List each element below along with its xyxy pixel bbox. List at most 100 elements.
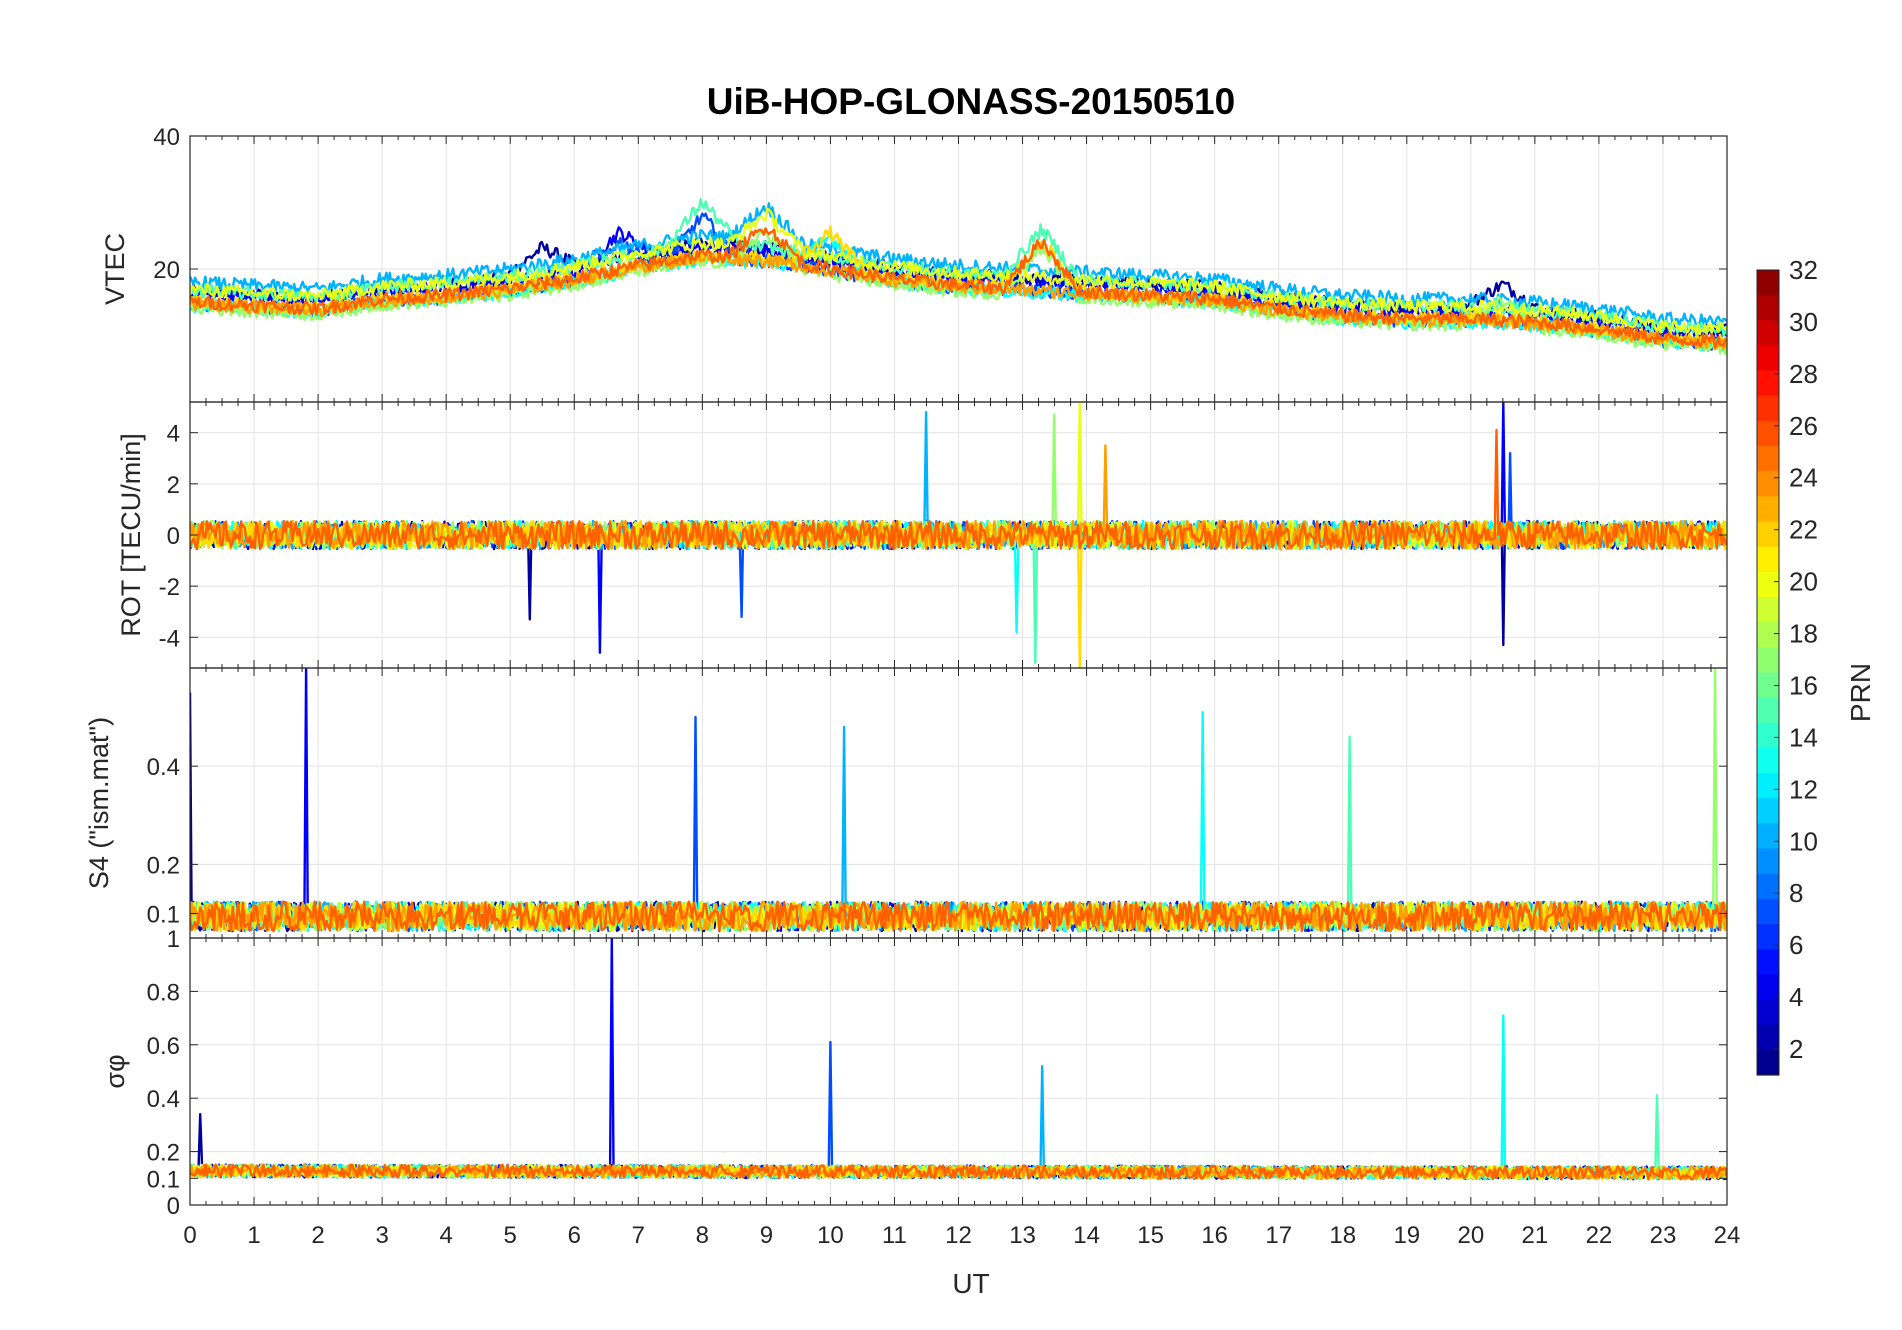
- colorbar-tick-label: 28: [1789, 359, 1818, 389]
- y-tick-label: 40: [153, 124, 180, 151]
- x-tick-label: 4: [439, 1222, 452, 1249]
- x-tick-label: 21: [1522, 1222, 1549, 1249]
- panel-1: 20 40 VTEC: [100, 124, 1728, 403]
- y-tick-label: 0: [167, 523, 180, 550]
- y-tick-label: 0.2: [147, 1140, 180, 1167]
- y-tick-label: 0.8: [147, 979, 180, 1006]
- y-axis-label: VTEC: [100, 233, 130, 305]
- colorbar-segment: [1757, 924, 1779, 950]
- colorbar-segment: [1757, 697, 1779, 724]
- x-axis-label: UT: [952, 1268, 989, 1299]
- x-tick-label: 23: [1650, 1222, 1677, 1249]
- y-tick-label: 4: [167, 421, 180, 448]
- x-tick-label: 13: [1009, 1222, 1036, 1249]
- colorbar-segment: [1757, 571, 1779, 598]
- panel-traces: [190, 402, 1727, 668]
- colorbar-segment: [1757, 647, 1779, 674]
- x-tick-label: 8: [696, 1222, 709, 1249]
- colorbar-segment: [1757, 446, 1779, 472]
- y-axis-label: σφ: [100, 1054, 130, 1088]
- colorbar-segment: [1757, 1049, 1779, 1076]
- y-tick-label: 0: [167, 1193, 180, 1220]
- x-tick-label: 2: [311, 1222, 324, 1249]
- colorbar-tick-label: 16: [1789, 670, 1818, 700]
- colorbar-segment: [1757, 823, 1779, 850]
- colorbar-segment: [1757, 320, 1779, 347]
- colorbar-segment: [1757, 496, 1779, 523]
- y-axis-label: S4 ("ism.mat"): [84, 717, 114, 889]
- colorbar-tick-label: 8: [1789, 878, 1803, 908]
- x-tick-label: 18: [1329, 1222, 1356, 1249]
- y-tick-label: -2: [159, 574, 180, 601]
- x-tick-label: 19: [1393, 1222, 1420, 1249]
- colorbar-segment: [1757, 974, 1779, 1001]
- colorbar-segment: [1757, 546, 1779, 573]
- x-tick-label: 22: [1586, 1222, 1613, 1249]
- colorbar-segment: [1757, 622, 1779, 648]
- colorbar-segment: [1757, 395, 1779, 422]
- colorbar-segment: [1757, 270, 1779, 296]
- series-line: [190, 900, 1727, 933]
- series-line: [190, 227, 1727, 349]
- colorbar-segment: [1757, 370, 1779, 397]
- colorbar-segment: [1757, 471, 1779, 498]
- colorbar-segment: [1757, 345, 1779, 372]
- x-tick-label: 1: [247, 1222, 260, 1249]
- x-tick-label: 7: [632, 1222, 645, 1249]
- x-tick-label: 16: [1201, 1222, 1228, 1249]
- colorbar-segment: [1757, 873, 1779, 900]
- chart-title: UiB-HOP-GLONASS-20150510: [707, 81, 1235, 122]
- colorbar-segment: [1757, 295, 1779, 321]
- colorbar-tick-label: 18: [1789, 619, 1818, 649]
- x-tick-label: 10: [817, 1222, 844, 1249]
- colorbar-segment: [1757, 1024, 1779, 1051]
- colorbar-tick-label: 20: [1789, 567, 1818, 597]
- colorbar-tick-label: 24: [1789, 463, 1818, 493]
- series-line: [190, 1163, 1727, 1181]
- colorbar-tick-label: 22: [1789, 515, 1818, 545]
- colorbar-frame: [1756, 269, 1780, 1076]
- series-line: [190, 207, 1727, 336]
- colorbar-segment: [1757, 798, 1779, 825]
- x-tick-labels: 0 1 2 3 4 5 6 7 8 9 10 11 12 13 14 15 16 17 18 19 20 21 22 23 24: [183, 1222, 1740, 1249]
- x-tick-label: 17: [1265, 1222, 1292, 1249]
- y-tick-label: 0.4: [147, 754, 180, 781]
- x-tick-label: 3: [375, 1222, 388, 1249]
- x-tick-label: 9: [760, 1222, 773, 1249]
- x-tick-label: 20: [1457, 1222, 1484, 1249]
- y-tick-label: -4: [159, 625, 180, 652]
- x-tick-label: 6: [568, 1222, 581, 1249]
- colorbar-tick-label: 6: [1789, 930, 1803, 960]
- x-tick-label: 15: [1137, 1222, 1164, 1249]
- colorbar-segment: [1757, 672, 1779, 699]
- panel-traces: [190, 668, 1727, 933]
- y-tick-label: 2: [167, 472, 180, 499]
- colorbar-tick-label: 32: [1789, 255, 1818, 285]
- y-tick-label: 0.1: [147, 901, 180, 928]
- x-tick-label: 24: [1714, 1222, 1741, 1249]
- colorbar-segment: [1757, 747, 1779, 774]
- panel-3: 0.1 0.2 0.4 S4 ("ism.mat"): [84, 667, 1728, 939]
- y-tick-label: 1: [167, 926, 180, 953]
- colorbar-segment: [1757, 898, 1779, 925]
- colorbar-tick-label: 12: [1789, 774, 1818, 804]
- x-tick-label: 5: [504, 1222, 517, 1249]
- x-tick-label: 12: [945, 1222, 972, 1249]
- panel-4: 00.10.2 0.4 0.6 0.8 1 σφ: [100, 926, 1728, 1220]
- y-tick-label: 0.6: [147, 1033, 180, 1060]
- x-tick-label: 0: [183, 1222, 196, 1249]
- y-tick-label: 0.2: [147, 852, 180, 879]
- colorbar-segment: [1757, 420, 1779, 447]
- y-tick-label: 20: [153, 257, 180, 284]
- colorbar-tick-label: 4: [1789, 982, 1803, 1012]
- colorbar-segment: [1757, 597, 1779, 623]
- series-line: [190, 428, 1727, 551]
- x-tick-label: 11: [882, 1222, 907, 1249]
- colorbar-label: PRN: [1845, 663, 1876, 722]
- series-line: [190, 251, 1727, 351]
- y-tick-label: 0.4: [147, 1086, 180, 1113]
- panel-2: -4 -2 0 2 4 ROT [TECU/min]: [116, 401, 1728, 669]
